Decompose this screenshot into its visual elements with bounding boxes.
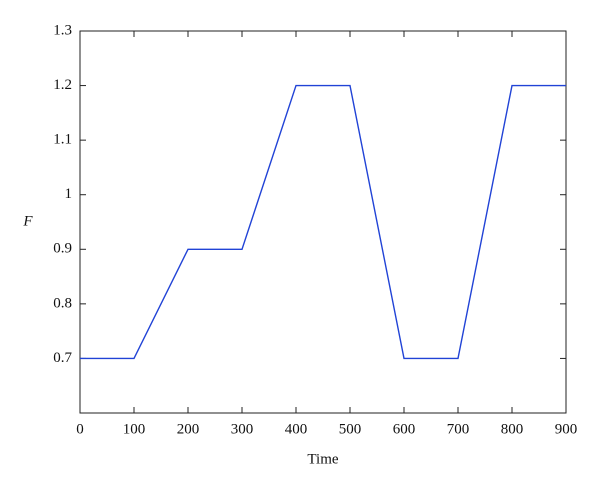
y-tick-label: 0.8	[53, 295, 72, 311]
x-tick-label: 100	[123, 421, 146, 437]
y-tick-label: 1.1	[53, 132, 72, 148]
x-tick-label: 900	[555, 421, 578, 437]
x-tick-label: 800	[501, 421, 524, 437]
x-tick-label: 200	[177, 421, 200, 437]
x-axis-label: Time	[307, 451, 338, 467]
y-tick-label: 1	[65, 186, 73, 202]
x-tick-label: 300	[231, 421, 254, 437]
x-tick-label: 500	[339, 421, 362, 437]
data-line	[80, 84, 566, 360]
x-tick-label: 600	[393, 421, 416, 437]
x-tick-label: 0	[76, 421, 84, 437]
x-tick-label: 700	[447, 421, 470, 437]
y-tick-label: 0.9	[53, 241, 72, 257]
y-tick-label: 0.7	[53, 350, 72, 366]
y-tick-label: 1.3	[53, 22, 72, 38]
y-axis-label: F	[22, 213, 33, 229]
plot-frame	[79, 30, 567, 414]
y-tick-label: 1.2	[53, 77, 72, 93]
x-tick-label: 400	[285, 421, 308, 437]
